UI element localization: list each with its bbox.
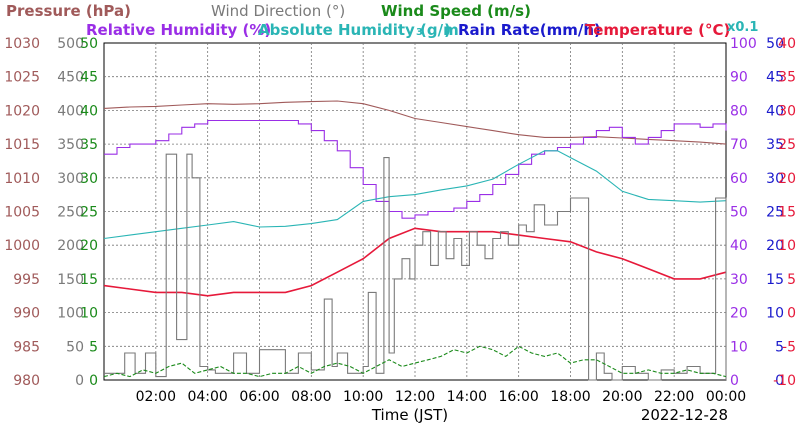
wind_speed-tick-label: 0	[89, 373, 98, 389]
temp-tick-label: 25	[778, 137, 796, 153]
legend-abs_hum_prefix: Absolute Humidity (g/m	[258, 21, 459, 39]
wind_speed-tick-label: 20	[80, 238, 98, 254]
wind_dir-tick-label: 500	[57, 36, 84, 52]
series-line-pressure-0	[103, 100, 727, 145]
legend-abs_hum_sup: 3	[416, 27, 423, 38]
legend-wind_dir: Wind Direction (°)	[211, 2, 345, 20]
rel_hum-tick-label: 60	[730, 171, 748, 187]
x-tick-label: 12:00	[395, 389, 435, 405]
x-tick-label: 14:00	[447, 389, 487, 405]
wind_dir-tick-label: 50	[66, 339, 84, 355]
pressure-tick-label: 985	[13, 339, 40, 355]
x-tick-label: 00:00	[706, 389, 746, 405]
x-tick-label: 16:00	[498, 389, 538, 405]
pressure-tick-label: 1005	[4, 205, 40, 221]
rel_hum-tick-label: 50	[730, 205, 748, 221]
pressure-tick-label: 1010	[4, 171, 40, 187]
wind_dir-tick-label: 150	[57, 272, 84, 288]
wind_speed-tick-label: 25	[80, 205, 98, 221]
rain-tick-label: 30	[766, 171, 784, 187]
chart-date: 2022-12-28	[641, 406, 728, 424]
x-tick-label: 06:00	[239, 389, 279, 405]
wind_dir-tick-label: 400	[57, 103, 84, 119]
wind_dir-tick-label: 300	[57, 171, 84, 187]
series-line-rel_hum-1	[104, 119, 727, 219]
wind_dir-tick-label: 100	[57, 306, 84, 322]
legend-rel_hum: Relative Humidity (%)	[86, 21, 271, 39]
legend-abs_scale: x0.1	[727, 20, 758, 35]
wind_dir-tick-label: 250	[57, 205, 84, 221]
wind_speed-tick-label: 45	[80, 70, 98, 86]
temp-tick-label: -10	[773, 373, 796, 389]
pressure-tick-label: 995	[13, 272, 40, 288]
rel_hum-tick-label: 40	[730, 238, 748, 254]
rel_hum-tick-label: 100	[730, 36, 757, 52]
pressure-tick-label: 1015	[4, 137, 40, 153]
pressure-tick-label: 1020	[4, 103, 40, 119]
x-tick-label: 08:00	[291, 389, 331, 405]
legend-rain: Rain Rate(mm/h)	[458, 21, 601, 39]
pressure-tick-label: 1000	[4, 238, 40, 254]
temp-tick-label: 35	[778, 70, 796, 86]
legend-temp: Temperature (°C)	[585, 21, 730, 39]
rel_hum-tick-label: 90	[730, 70, 748, 86]
x-tick-label: 02:00	[136, 389, 176, 405]
rain-tick-label: 15	[766, 272, 784, 288]
x-tick-label: 10:00	[343, 389, 383, 405]
temp-tick-label: 20	[778, 171, 796, 187]
rain-tick-label: 35	[766, 137, 784, 153]
wind_dir-tick-label: 350	[57, 137, 84, 153]
temp-tick-label: 10	[778, 238, 796, 254]
x-tick-label: 04:00	[187, 389, 227, 405]
wind_speed-tick-label: 40	[80, 103, 98, 119]
legend-wind_speed: Wind Speed (m/s)	[381, 2, 531, 20]
rel_hum-tick-label: 0	[730, 373, 739, 389]
wind_dir-tick-label: 450	[57, 70, 84, 86]
rain-tick-label: 5	[775, 339, 784, 355]
legend-abs_hum_suffix: )	[444, 21, 451, 39]
rain-tick-label: 50	[766, 36, 784, 52]
pressure-tick-label: 1030	[4, 36, 40, 52]
wind_speed-tick-label: 35	[80, 137, 98, 153]
temp-tick-label: -5	[782, 339, 796, 355]
wind_speed-tick-label: 50	[80, 36, 98, 52]
x-tick-label: 22:00	[654, 389, 694, 405]
temp-tick-label: 0	[787, 306, 796, 322]
wind_speed-tick-label: 10	[80, 306, 98, 322]
rel_hum-tick-label: 20	[730, 306, 748, 322]
temp-tick-label: 40	[778, 36, 796, 52]
rain-tick-label: 0	[775, 373, 784, 389]
rel_hum-tick-label: 80	[730, 103, 748, 119]
temp-tick-label: 5	[787, 272, 796, 288]
temp-tick-label: 15	[778, 205, 796, 221]
x-tick-label: 18:00	[550, 389, 590, 405]
wind_dir-tick-label: 200	[57, 238, 84, 254]
legend-pressure: Pressure (hPa)	[6, 2, 131, 20]
rain-tick-label: 45	[766, 70, 784, 86]
x-tick-label: 20:00	[602, 389, 642, 405]
wind_dir-tick-label: 0	[75, 373, 84, 389]
rel_hum-tick-label: 10	[730, 339, 748, 355]
wind_speed-tick-label: 15	[80, 272, 98, 288]
rel_hum-tick-label: 70	[730, 137, 748, 153]
pressure-tick-label: 1025	[4, 70, 40, 86]
wind_speed-tick-label: 30	[80, 171, 98, 187]
rain-tick-label: 10	[766, 306, 784, 322]
series-line-wind_speed-2	[103, 150, 727, 240]
rain-tick-label: 20	[766, 238, 784, 254]
x-axis-label: Time (JST)	[371, 406, 448, 424]
wind_speed-tick-label: 5	[89, 339, 98, 355]
rain-tick-label: 25	[766, 205, 784, 221]
pressure-tick-label: 990	[13, 306, 40, 322]
series-line-wind_dir-4	[104, 153, 727, 381]
rain-tick-label: 40	[766, 103, 784, 119]
temp-tick-label: 30	[778, 103, 796, 119]
rel_hum-tick-label: 30	[730, 272, 748, 288]
series-line-temp-3	[103, 227, 727, 297]
pressure-tick-label: 980	[13, 373, 40, 389]
